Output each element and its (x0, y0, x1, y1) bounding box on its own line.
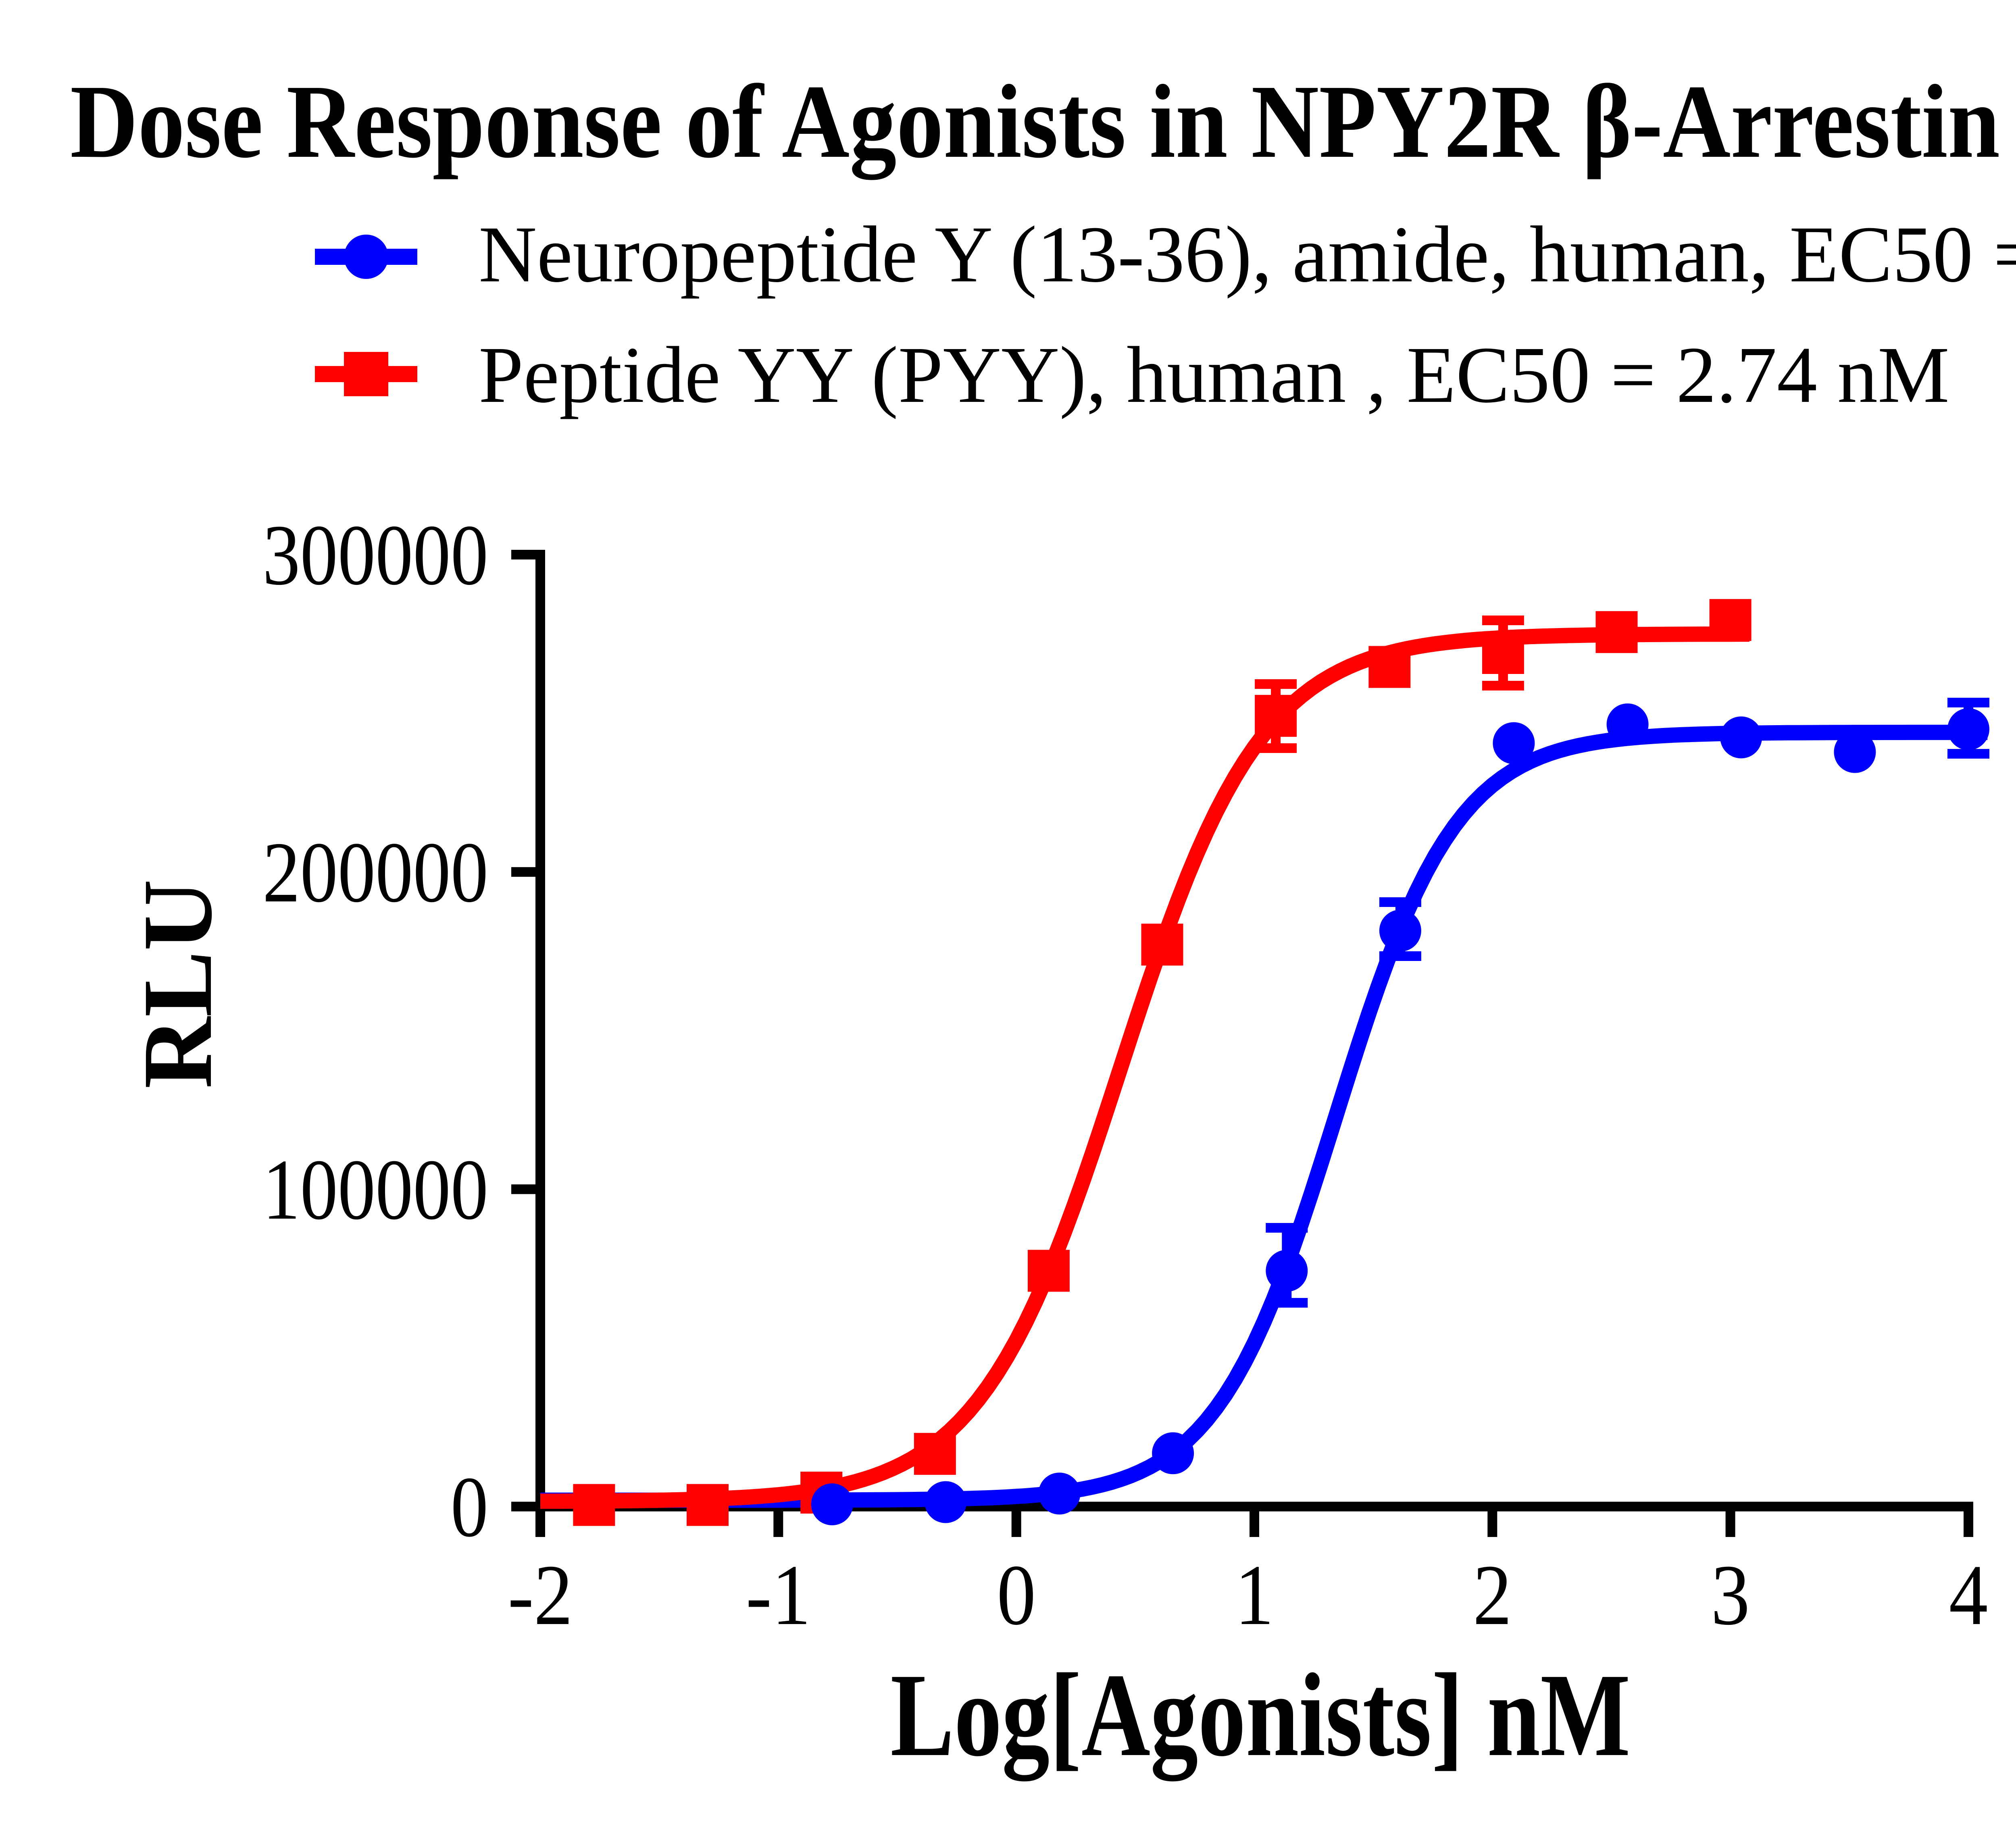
svg-text:Dose Response of Agonists in N: Dose Response of Agonists in NPY2R β-Arr… (70, 64, 2016, 180)
svg-text:0: 0 (451, 1459, 488, 1555)
svg-text:100000: 100000 (262, 1142, 488, 1237)
svg-text:3: 3 (1711, 1547, 1750, 1643)
svg-text:300000: 300000 (262, 507, 488, 603)
svg-text:200000: 200000 (262, 824, 488, 920)
svg-text:1: 1 (1235, 1547, 1274, 1643)
svg-text:0: 0 (997, 1547, 1036, 1643)
svg-text:-1: -1 (746, 1547, 811, 1643)
svg-text:2: 2 (1473, 1547, 1512, 1643)
svg-text:Neuropeptide Y (13-36), amide,: Neuropeptide Y (13-36), amide, human, EC… (479, 210, 2016, 299)
svg-text:RLU: RLU (123, 879, 233, 1088)
svg-text:-2: -2 (508, 1547, 573, 1643)
svg-text:4: 4 (1949, 1547, 1988, 1643)
svg-text:Peptide YY (PYY), human , EC50: Peptide YY (PYY), human , EC50 = 2.74 nM (479, 331, 1949, 420)
svg-text:Log[Agonists] nM: Log[Agonists] nM (890, 1649, 1630, 1783)
